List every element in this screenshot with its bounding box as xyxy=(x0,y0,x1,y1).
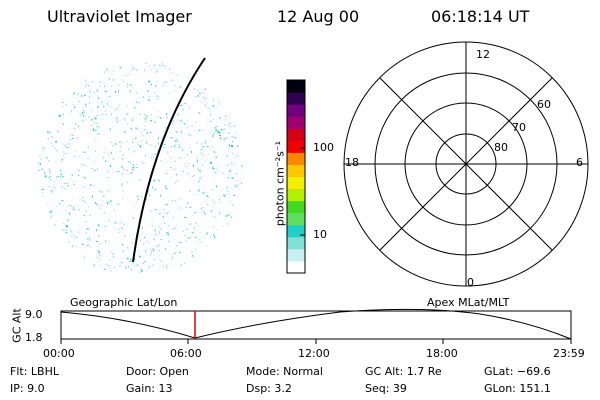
time-tick-2: 12:00 xyxy=(298,347,330,360)
time-tick-1: 06:00 xyxy=(170,347,202,360)
mlt-label-18: 18 xyxy=(345,156,359,169)
colorbar-swatch xyxy=(287,152,305,165)
glat-info: GLat: −69.6 xyxy=(484,365,551,378)
colorbar-swatch xyxy=(287,248,305,262)
time-tick-4: 23:59 xyxy=(553,347,585,360)
geographic-label: Geographic Lat/Lon xyxy=(70,296,178,309)
colorbar-swatch xyxy=(287,224,305,238)
ip-info: IP: 9.0 xyxy=(10,382,45,395)
time-tick-3: 18:00 xyxy=(426,347,458,360)
colorbar-tick-10: 10 xyxy=(313,228,327,241)
altitude-curve xyxy=(60,308,572,340)
colorbar-swatch xyxy=(287,260,305,274)
colorbar-swatch xyxy=(287,236,305,250)
apex-label: Apex MLat/MLT xyxy=(427,296,510,309)
terminator-line xyxy=(132,57,206,263)
colorbar-swatch xyxy=(287,80,305,93)
seq-info: Seq: 39 xyxy=(365,382,407,395)
uv-image xyxy=(38,62,243,273)
gc-alt-info: GC Alt: 1.7 Re xyxy=(365,365,442,378)
time-tick-0: 00:00 xyxy=(43,347,75,360)
instrument-title: Ultraviolet Imager xyxy=(47,7,192,26)
colorbar-swatch xyxy=(287,116,305,129)
lat-label-70: 70 xyxy=(512,121,526,134)
lat-label-60: 60 xyxy=(537,98,551,111)
colorbar-tick-100: 100 xyxy=(313,141,334,154)
filter-info: Flt: LBHL xyxy=(10,365,59,378)
mlt-label-6: 6 xyxy=(576,156,583,169)
mlt-label-0: 0 xyxy=(467,276,474,289)
mlt-label-12: 12 xyxy=(476,48,490,61)
color-scale-bar xyxy=(287,80,305,274)
colorbar-swatch xyxy=(287,200,305,214)
y-bottom-value: 1.8 xyxy=(25,331,43,344)
dsp-info: Dsp: 3.2 xyxy=(246,382,292,395)
colorbar-swatch xyxy=(287,104,305,117)
colorbar-swatch xyxy=(287,92,305,105)
colorbar-swatch xyxy=(287,212,305,226)
colorbar-swatch xyxy=(287,140,305,153)
lat-label-80: 80 xyxy=(494,141,508,154)
date-label: 12 Aug 00 xyxy=(277,7,360,26)
glon-info: GLon: 151.1 xyxy=(484,382,551,395)
colorbar-swatch xyxy=(287,128,305,141)
y-top-value: 9.0 xyxy=(25,308,43,321)
colorbar-swatch xyxy=(287,188,305,202)
colorbar-swatch xyxy=(287,164,305,177)
gc-alt-axis-label: GC Alt xyxy=(10,308,24,343)
polar-grid xyxy=(343,41,589,287)
door-info: Door: Open xyxy=(126,365,189,378)
colorbar-swatch xyxy=(287,176,305,190)
gain-info: Gain: 13 xyxy=(126,382,173,395)
time-label: 06:18:14 UT xyxy=(431,7,530,26)
colorbar-unit-label: photon cm⁻²s⁻¹ xyxy=(273,140,287,227)
mode-info: Mode: Normal xyxy=(246,365,323,378)
